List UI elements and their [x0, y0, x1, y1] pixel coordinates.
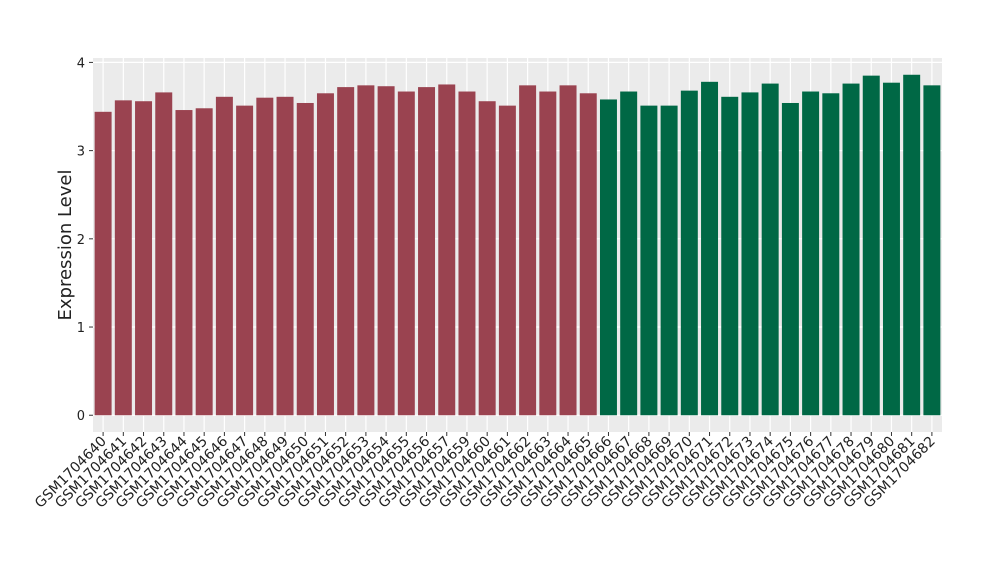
plot-background [93, 58, 942, 432]
bar [418, 87, 436, 416]
bar [539, 91, 557, 416]
bar [397, 91, 415, 416]
bar [236, 105, 254, 416]
bar [599, 99, 617, 416]
bar [296, 102, 314, 416]
bar [458, 91, 476, 416]
bar [923, 85, 941, 416]
bar [377, 86, 395, 416]
bar [620, 91, 638, 416]
y-tick-label: 0 [77, 409, 85, 424]
bar [802, 91, 820, 416]
bar [114, 100, 132, 416]
bar [195, 108, 213, 416]
bar [781, 102, 799, 416]
bar [660, 105, 678, 416]
bar [316, 93, 334, 416]
bar [903, 74, 921, 416]
bar [761, 83, 779, 416]
bar [256, 97, 274, 416]
bar [337, 87, 355, 416]
bar [862, 75, 880, 416]
bar [842, 83, 860, 416]
bar [155, 92, 173, 416]
bar [438, 84, 456, 416]
bar [276, 96, 294, 416]
bar [135, 101, 153, 416]
bar [640, 105, 658, 416]
bar [175, 110, 193, 416]
bar [94, 111, 112, 416]
bar [882, 82, 900, 416]
y-tick-label: 4 [77, 56, 85, 71]
y-axis-title: Expression Level [55, 170, 76, 321]
bar [498, 105, 516, 416]
bar [215, 96, 233, 416]
bar [701, 81, 719, 416]
bar [357, 85, 375, 416]
bar [478, 101, 496, 416]
bar [519, 85, 537, 416]
bar [559, 85, 577, 416]
bar [579, 93, 597, 416]
y-tick-label: 2 [77, 233, 85, 248]
bar [822, 93, 840, 416]
bar [680, 90, 698, 416]
bar [721, 96, 739, 416]
y-tick-label: 3 [77, 145, 85, 160]
y-tick-label: 1 [77, 321, 85, 336]
bar [741, 92, 759, 416]
